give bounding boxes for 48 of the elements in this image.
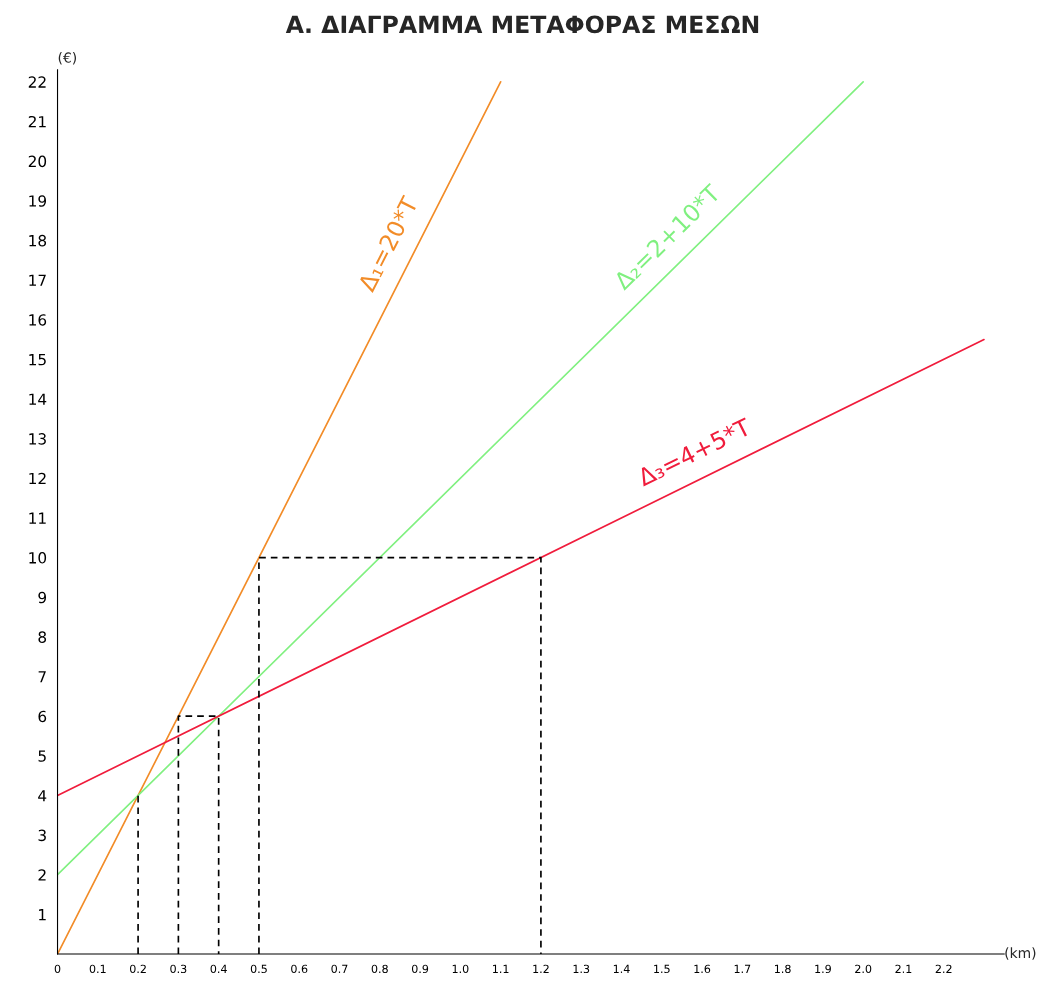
y-tick-label: 22 [28,76,46,88]
y-tick-label: 1 [39,909,46,921]
y-tick-label: 6 [38,710,47,723]
x-tick-label: 1.3 [573,964,590,974]
x-tick-label: 2.1 [895,964,912,973]
y-tick-label: 10 [29,552,47,564]
x-tick-label: 0.3 [170,964,187,974]
x-tick-label: 1.8 [774,964,791,974]
y-tick-label: 12 [29,472,46,485]
y-tick-label: 4 [38,790,47,802]
x-tick-label: 0 [54,964,61,974]
y-tick-label: 2 [38,869,46,881]
chart-title: Α. ΔΙΑΓΡΑΜΜΑ ΜΕΤΑΦΟΡΑΣ ΜΕΣΩΝ [285,15,759,34]
x-tick-label: 0.8 [371,964,388,974]
y-tick-label: 15 [29,354,46,366]
x-tick-label: 1.7 [734,964,751,973]
x-tick-label: 1.1 [493,964,509,973]
y-tick-label: 14 [29,393,47,405]
x-tick-label: 0.9 [411,964,429,974]
x-tick-label: 0.2 [129,964,146,974]
x-tick-label: 2.0 [855,964,872,974]
x-tick-label: 2.2 [935,964,952,973]
x-tick-label: 1.4 [613,964,630,973]
y-tick-label: 5 [38,750,46,762]
x-tick-label: 1.5 [654,964,670,974]
x-tick-label: 0.4 [210,964,227,974]
x-tick-label: 1.9 [815,964,831,974]
x-tick-label: 1.2 [533,964,549,973]
x-tick-label: 0.7 [331,964,348,974]
y-tick-label: 11 [29,512,46,524]
y-tick-label: 9 [38,591,47,604]
y-tick-label: 7 [38,671,46,683]
x-axis-title: (km) [1005,947,1036,960]
x-tick-label: 0.5 [250,964,267,974]
x-tick-label: 1.6 [694,964,711,974]
y-tick-label: 16 [29,314,47,326]
y-tick-label: 18 [29,234,47,247]
y-tick-label: 8 [38,631,47,643]
y-axis-title: (€) [58,52,77,65]
y-tick-label: 13 [29,433,46,445]
y-tick-label: 20 [28,155,47,168]
x-tick-label: 0.6 [291,964,308,974]
y-tick-label: 21 [28,115,46,128]
y-tick-label: 17 [29,274,46,286]
y-tick-label: 19 [29,195,47,207]
x-tick-label: 0.1 [89,964,106,974]
x-tick-label: 1.0 [452,964,469,974]
y-tick-label: 3 [38,829,46,842]
